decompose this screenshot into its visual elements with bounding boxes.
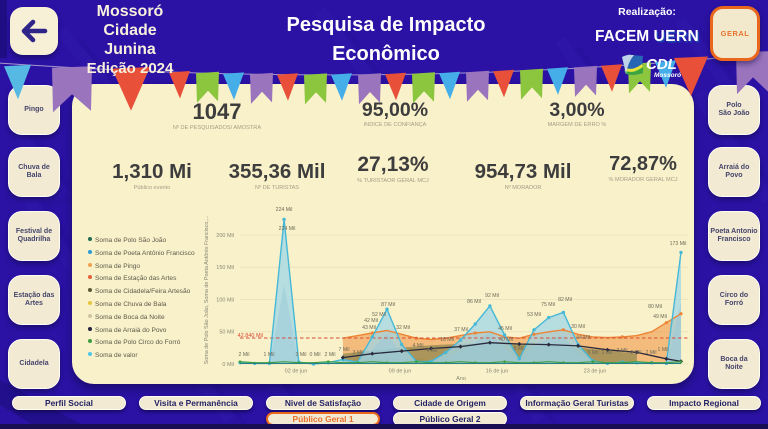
svg-text:2 Mil: 2 Mil	[646, 350, 657, 356]
svg-text:87 Mil: 87 Mil	[381, 302, 395, 308]
svg-text:3 Mil: 3 Mil	[617, 348, 628, 354]
svg-text:1 Mil: 1 Mil	[602, 350, 613, 356]
svg-text:2 Mil: 2 Mil	[325, 352, 336, 358]
svg-text:75 Mil: 75 Mil	[541, 302, 555, 308]
svg-text:42 Mil: 42 Mil	[364, 318, 378, 324]
svg-text:86 Mil: 86 Mil	[467, 299, 481, 305]
svg-text:3 Mil: 3 Mil	[296, 352, 307, 358]
svg-text:7 Mil: 7 Mil	[339, 347, 350, 353]
svg-text:52 Mil: 52 Mil	[372, 312, 386, 318]
svg-text:1 Mil: 1 Mil	[264, 352, 275, 358]
svg-text:224 Mil: 224 Mil	[279, 226, 296, 232]
svg-text:4 Mil: 4 Mil	[427, 348, 438, 354]
svg-text:44 Mil: 44 Mil	[576, 335, 590, 341]
svg-text:92 Mil: 92 Mil	[485, 293, 499, 299]
svg-text:2 Mil: 2 Mil	[239, 352, 250, 358]
svg-text:Mossoró: Mossoró	[654, 72, 681, 79]
svg-text:09 de jun: 09 de jun	[389, 369, 412, 375]
svg-text:200 Mil: 200 Mil	[216, 233, 234, 239]
svg-text:173 Mil: 173 Mil	[670, 241, 687, 247]
svg-text:8 Mil: 8 Mil	[514, 346, 525, 352]
svg-text:30 Mil: 30 Mil	[571, 324, 585, 330]
svg-text:82 Mil: 82 Mil	[558, 297, 572, 303]
svg-text:1 Mil: 1 Mil	[658, 347, 669, 353]
svg-text:18 Mil: 18 Mil	[440, 337, 454, 343]
svg-text:80 Mil: 80 Mil	[648, 304, 662, 310]
svg-text:40 Mil: 40 Mil	[499, 337, 513, 343]
svg-text:Soma de Polo São João, Soma de: Soma de Polo São João, Soma de Poeta Ant…	[204, 216, 210, 365]
svg-text:CDL: CDL	[646, 56, 677, 73]
svg-text:23 de jun: 23 de jun	[584, 369, 607, 375]
svg-text:5 Mil: 5 Mil	[588, 350, 599, 356]
svg-text:37 Mil: 37 Mil	[454, 327, 468, 333]
svg-text:43 Mil: 43 Mil	[362, 325, 376, 331]
svg-text:224 Mil: 224 Mil	[276, 207, 293, 213]
svg-text:02 de jun: 02 de jun	[285, 369, 308, 375]
svg-text:3 Mil: 3 Mil	[353, 350, 364, 356]
svg-text:32 Mil: 32 Mil	[396, 325, 410, 331]
svg-text:0 Mil: 0 Mil	[310, 352, 321, 358]
svg-text:16 de jun: 16 de jun	[486, 369, 509, 375]
svg-text:50 Mil: 50 Mil	[219, 330, 234, 336]
svg-text:49 Mil: 49 Mil	[653, 314, 667, 320]
svg-text:42.840 Mil: 42.840 Mil	[238, 333, 263, 339]
svg-text:53 Mil: 53 Mil	[527, 312, 541, 318]
svg-text:0 Mil: 0 Mil	[222, 362, 234, 368]
svg-text:4 Mil: 4 Mil	[413, 343, 424, 349]
svg-text:45 Mil: 45 Mil	[498, 326, 512, 332]
svg-text:2 Mil: 2 Mil	[631, 350, 642, 356]
svg-text:Ano: Ano	[456, 376, 466, 382]
svg-text:150 Mil: 150 Mil	[216, 265, 234, 271]
svg-text:100 Mil: 100 Mil	[216, 297, 234, 303]
